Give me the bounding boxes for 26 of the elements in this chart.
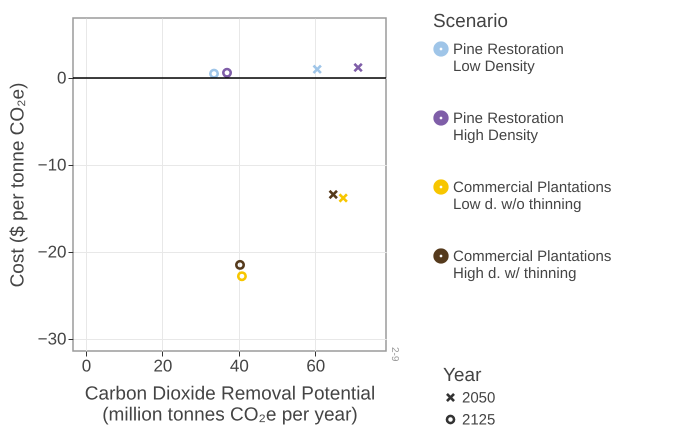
text: 2-9 xyxy=(389,347,400,362)
y-tick-label: −30 xyxy=(38,329,66,348)
y-tick-label: −20 xyxy=(38,242,66,262)
y-tick-label: 0 xyxy=(57,68,66,88)
y-tick-label: −10 xyxy=(38,155,66,174)
text: Scenario xyxy=(433,11,508,32)
text: Year xyxy=(443,365,482,386)
legend-label: Pine Restoration High Density xyxy=(453,110,564,144)
legend-label: Pine Restoration Low Density xyxy=(453,41,564,75)
x-tick-label: 20 xyxy=(153,356,172,376)
legend-label: Commercial Plantations High d. w/ thinning xyxy=(453,248,612,282)
point xyxy=(328,189,338,200)
x-tick-label: 40 xyxy=(230,356,249,376)
point xyxy=(353,62,364,73)
point xyxy=(312,64,322,74)
point xyxy=(235,260,246,270)
point xyxy=(236,271,247,282)
point xyxy=(222,68,232,78)
x-tick-label: 60 xyxy=(306,356,326,376)
legend-label: Commercial Plantations Low d. w/o thinning xyxy=(453,179,612,213)
x-axis-title: Carbon Dioxide Removal Potential (million tonnes CO₂e per year) xyxy=(84,384,376,426)
x-tick-label: 0 xyxy=(82,356,92,376)
legend-label: 2125 xyxy=(462,412,496,428)
legend-label: 2050 xyxy=(462,390,496,406)
y-axis-title: Cost ($ per tonne CO₂e) xyxy=(8,82,29,288)
point xyxy=(338,192,348,203)
